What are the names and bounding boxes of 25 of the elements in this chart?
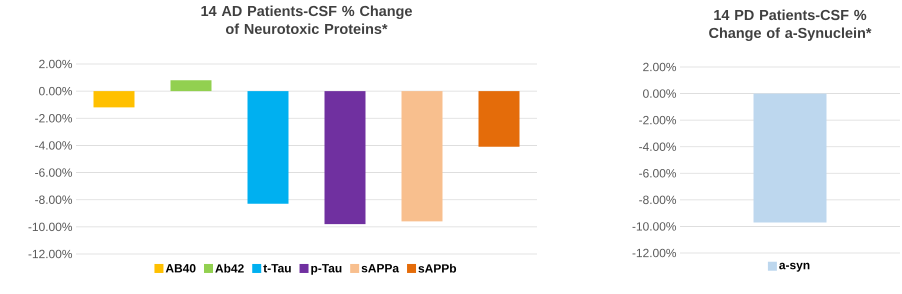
chart-title: 14 PD Patients-CSF % Change of a-Synuclein* <box>709 10 872 41</box>
y-tick-label: -10.00% <box>28 222 72 232</box>
y-tick-label: -8.00% <box>35 195 72 204</box>
legend-label: sAPPb <box>418 264 456 273</box>
y-tick-label: -6.00% <box>639 169 676 178</box>
y-tick-label: 2.00% <box>643 62 676 72</box>
y-tick-label: -12.00% <box>632 248 676 258</box>
legend-label: AB40 <box>166 264 196 272</box>
y-tick-label: -12.00% <box>28 250 72 258</box>
y-tick-label: -8.00% <box>639 196 676 204</box>
y-tick-label: -10.00% <box>632 222 676 231</box>
chart-title: 14 AD Patients-CSF % Change of Neurotoxic Proteins* <box>201 6 412 34</box>
y-tick-label: -6.00% <box>35 168 72 177</box>
y-tick-label: -2.00% <box>35 114 72 123</box>
y-tick-label: 0.00% <box>643 89 676 98</box>
legend-label: Ab42 <box>215 264 244 273</box>
y-tick-label: -2.00% <box>639 116 676 124</box>
y-tick-label: 2.00% <box>39 60 72 68</box>
y-tick-label: -4.00% <box>639 142 676 151</box>
legend-label: t-Tau <box>263 264 291 272</box>
y-tick-label: 0.00% <box>39 86 72 96</box>
legend-label: sAPPa <box>362 264 400 272</box>
legend-label: a-syn <box>779 262 810 272</box>
y-tick-label: -4.00% <box>35 141 72 150</box>
legend-label: p-Tau <box>311 264 342 275</box>
